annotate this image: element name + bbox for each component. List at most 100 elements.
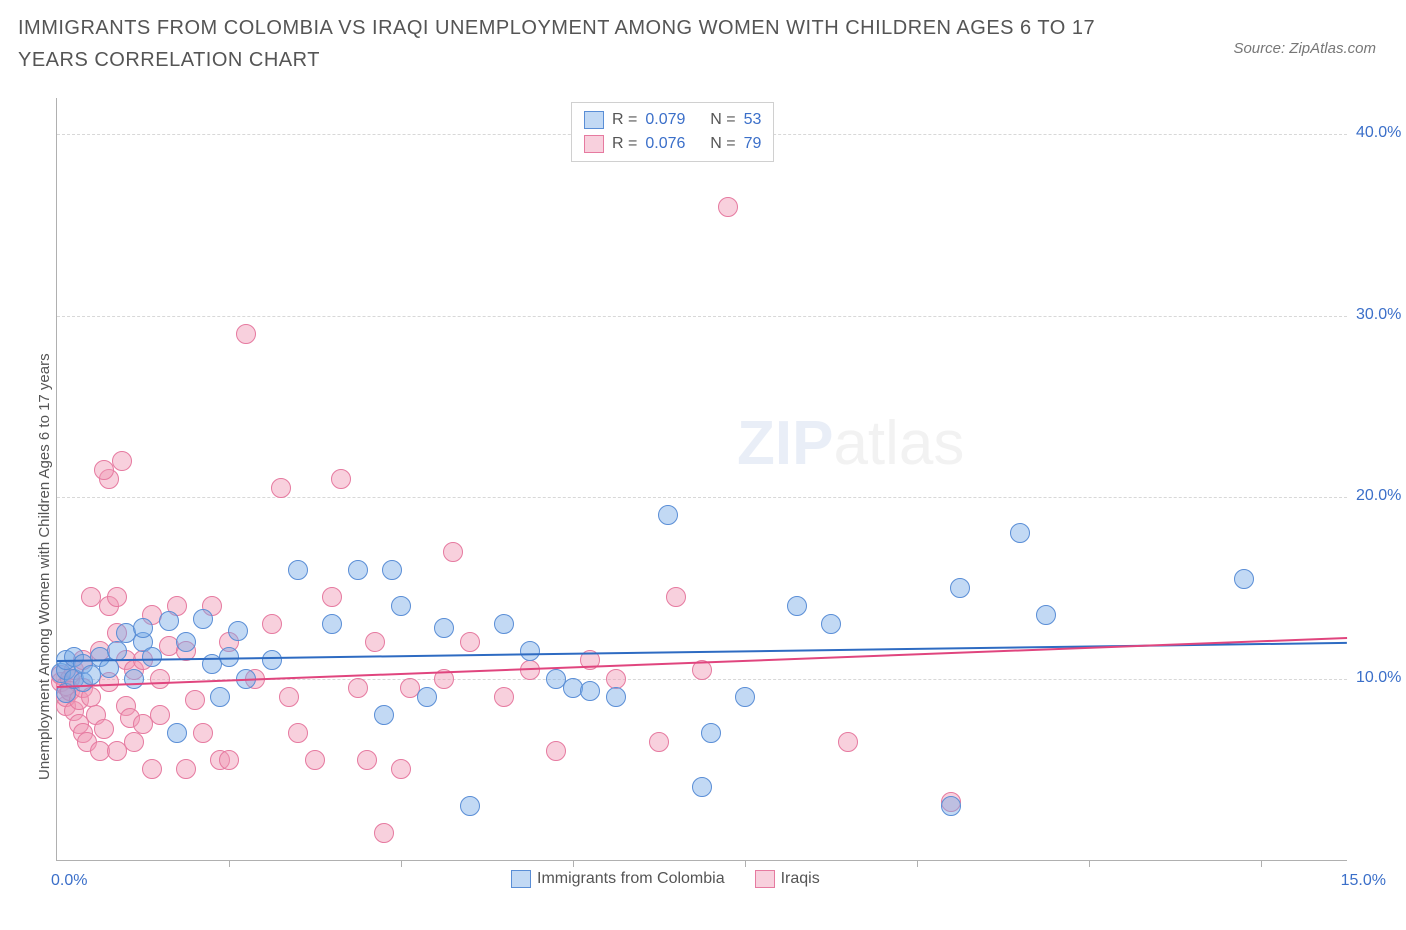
x-axis-min-label: 0.0% [51, 872, 87, 890]
scatter-point-blue [701, 723, 721, 743]
swatch-blue [511, 870, 531, 888]
scatter-point-pink [331, 469, 351, 489]
scatter-point-pink [193, 723, 213, 743]
scatter-point-blue [494, 614, 514, 634]
x-tick [1089, 860, 1090, 867]
scatter-point-pink [460, 632, 480, 652]
scatter-point-pink [718, 197, 738, 217]
n-value-pink: 79 [744, 132, 762, 156]
scatter-point-pink [546, 741, 566, 761]
scatter-point-pink [443, 542, 463, 562]
scatter-point-blue [159, 611, 179, 631]
stats-legend: R = 0.079 N = 53 R = 0.076 N = 79 [571, 102, 774, 162]
scatter-point-blue [417, 687, 437, 707]
r-value-blue: 0.079 [645, 108, 685, 132]
scatter-point-pink [365, 632, 385, 652]
scatter-point-pink [124, 732, 144, 752]
scatter-point-pink [374, 823, 394, 843]
scatter-point-pink [649, 732, 669, 752]
scatter-point-pink [666, 587, 686, 607]
scatter-point-blue [606, 687, 626, 707]
scatter-point-blue [210, 687, 230, 707]
scatter-point-pink [94, 719, 114, 739]
legend-row-pink: R = 0.076 N = 79 [584, 132, 761, 156]
scatter-point-blue [374, 705, 394, 725]
scatter-point-blue [580, 681, 600, 701]
scatter-point-pink [219, 750, 239, 770]
n-label: N = [710, 132, 735, 156]
scatter-point-blue [382, 560, 402, 580]
grid-line [57, 497, 1347, 498]
scatter-point-blue [658, 505, 678, 525]
y-tick-label: 30.0% [1356, 306, 1401, 324]
scatter-point-blue [520, 641, 540, 661]
x-axis-max-label: 15.0% [1341, 872, 1386, 890]
scatter-point-pink [150, 705, 170, 725]
scatter-point-blue [1010, 523, 1030, 543]
scatter-point-blue [1234, 569, 1254, 589]
scatter-point-blue [460, 796, 480, 816]
scatter-point-pink [150, 669, 170, 689]
scatter-point-blue [391, 596, 411, 616]
y-tick-label: 10.0% [1356, 669, 1401, 687]
trend-line-pink [57, 637, 1347, 688]
scatter-point-pink [838, 732, 858, 752]
scatter-point-pink [107, 587, 127, 607]
scatter-point-pink [271, 478, 291, 498]
legend-row-blue: R = 0.079 N = 53 [584, 108, 761, 132]
scatter-point-blue [228, 621, 248, 641]
scatter-point-blue [1036, 605, 1056, 625]
scatter-point-blue [262, 650, 282, 670]
scatter-point-pink [391, 759, 411, 779]
r-label: R = [612, 132, 637, 156]
scatter-point-pink [279, 687, 299, 707]
scatter-point-blue [167, 723, 187, 743]
source-attribution: Source: ZipAtlas.com [1233, 40, 1376, 57]
scatter-point-blue [787, 596, 807, 616]
x-tick [401, 860, 402, 867]
r-label: R = [612, 108, 637, 132]
chart-title: IMMIGRANTS FROM COLOMBIA VS IRAQI UNEMPL… [18, 12, 1118, 76]
scatter-point-blue [348, 560, 368, 580]
x-tick [573, 860, 574, 867]
scatter-point-pink [176, 759, 196, 779]
scatter-plot-area: ZIPatlas [56, 98, 1347, 861]
scatter-point-pink [288, 723, 308, 743]
y-tick-label: 20.0% [1356, 487, 1401, 505]
scatter-point-blue [821, 614, 841, 634]
scatter-point-blue [692, 777, 712, 797]
scatter-point-blue [124, 669, 144, 689]
x-tick [1261, 860, 1262, 867]
series-name-pink: Iraqis [781, 870, 820, 888]
scatter-point-pink [322, 587, 342, 607]
scatter-point-blue [941, 796, 961, 816]
y-tick-label: 40.0% [1356, 124, 1401, 142]
x-tick [745, 860, 746, 867]
swatch-pink [755, 870, 775, 888]
series-name-blue: Immigrants from Colombia [537, 870, 725, 888]
scatter-point-pink [236, 324, 256, 344]
scatter-point-pink [262, 614, 282, 634]
grid-line [57, 316, 1347, 317]
scatter-point-blue [288, 560, 308, 580]
scatter-point-blue [950, 578, 970, 598]
scatter-point-blue [322, 614, 342, 634]
scatter-point-pink [305, 750, 325, 770]
scatter-point-blue [176, 632, 196, 652]
scatter-point-pink [185, 690, 205, 710]
scatter-point-blue [434, 618, 454, 638]
scatter-point-blue [142, 647, 162, 667]
x-tick [917, 860, 918, 867]
scatter-point-pink [142, 759, 162, 779]
r-value-pink: 0.076 [645, 132, 685, 156]
legend-item-blue: Immigrants from Colombia [511, 870, 725, 888]
scatter-point-pink [606, 669, 626, 689]
scatter-point-pink [357, 750, 377, 770]
swatch-blue [584, 111, 604, 129]
scatter-point-pink [112, 451, 132, 471]
y-axis-label: Unemployment Among Women with Children A… [36, 353, 53, 780]
scatter-point-blue [735, 687, 755, 707]
scatter-point-pink [494, 687, 514, 707]
x-tick [229, 860, 230, 867]
watermark: ZIPatlas [737, 408, 964, 479]
